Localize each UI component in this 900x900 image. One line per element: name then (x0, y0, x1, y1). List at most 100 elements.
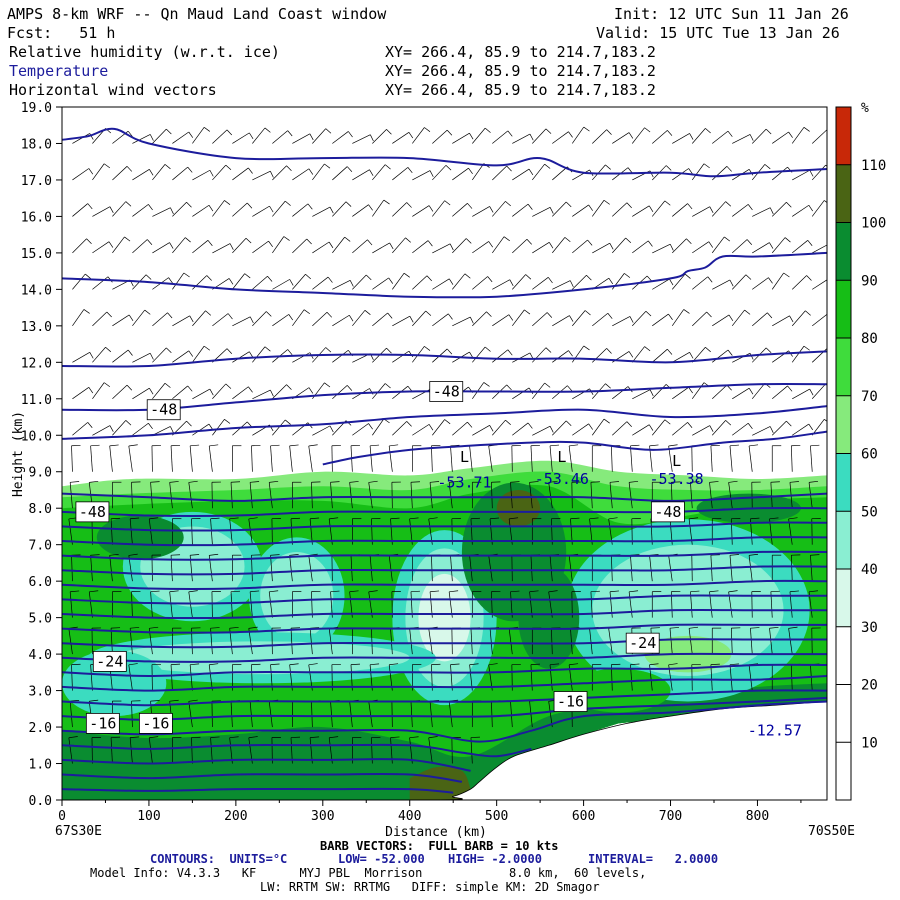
wind-barb (252, 240, 273, 254)
y-axis-label: Height (km) (11, 411, 26, 497)
wind-barb-flag (169, 242, 174, 249)
wind-barb-flag (89, 590, 99, 593)
colorbar-tick-label: 30 (861, 620, 878, 636)
wind-barb (330, 481, 340, 509)
wind-barb (452, 132, 474, 144)
wind-barb (252, 311, 272, 327)
wind-barb-flag (786, 202, 792, 208)
wind-barb (688, 626, 699, 655)
wind-barb-flag (103, 382, 111, 388)
wind-barb (811, 383, 827, 400)
wind-barb-staff (270, 445, 273, 472)
wind-barb-staff (630, 445, 633, 472)
wind-barb-staff (672, 238, 687, 254)
y-tick-label: 19.0 (21, 101, 52, 116)
wind-barb-flag (209, 170, 214, 177)
wind-barb-staff (532, 277, 549, 290)
wind-barb (412, 170, 434, 181)
wind-barb-staff (612, 316, 631, 327)
wind-barb (552, 350, 573, 363)
wind-barb (109, 444, 119, 472)
wind-barb (732, 422, 753, 436)
wind-barb-staff (392, 272, 405, 290)
wind-barb-flag (783, 272, 790, 278)
wind-barb-flag (648, 205, 654, 212)
wind-barb-staff (492, 130, 509, 144)
wind-barb-flag (544, 382, 551, 388)
wind-barb (252, 389, 274, 400)
wind-barb-flag (789, 481, 799, 483)
wind-barb-staff (192, 275, 208, 290)
wind-barb (690, 481, 700, 509)
wind-barb (692, 241, 714, 254)
wind-barb (289, 554, 299, 582)
wind-barb-staff (292, 352, 311, 363)
wind-barb-flag (229, 243, 234, 250)
wind-barb-flag (210, 736, 220, 738)
wind-barb-flag (449, 480, 459, 483)
wind-barb-staff (790, 445, 793, 472)
wind-barb-flag (645, 310, 652, 317)
wind-barb-staff (392, 237, 406, 254)
wind-barb (132, 422, 153, 436)
wind-barb-staff (512, 387, 530, 400)
wind-barb (172, 385, 193, 400)
colorbar-unit: % (861, 101, 869, 116)
wind-barb-staff (412, 127, 425, 144)
wind-barb-staff (792, 204, 810, 217)
wind-barb (752, 277, 773, 290)
wind-barb-staff (92, 346, 106, 363)
wind-barb-staff (709, 482, 713, 509)
colorbar-tick-label: 60 (861, 447, 878, 463)
wind-barb-flag (569, 280, 574, 288)
wind-barb-staff (712, 130, 729, 144)
wind-barb-staff (312, 276, 329, 290)
wind-barb-staff (392, 315, 411, 327)
wind-barb (711, 627, 722, 655)
wind-barb (68, 736, 78, 764)
wind-barb-staff (791, 345, 805, 363)
contour-label-box (553, 691, 588, 712)
wind-barb (192, 310, 212, 327)
wind-barb-flag (364, 310, 371, 315)
wind-barb-flag (769, 426, 774, 433)
contour-label-text: -12.57 (748, 722, 802, 740)
wind-barb-staff (252, 240, 269, 254)
wind-barb (212, 129, 233, 144)
wind-barb (232, 202, 253, 217)
wind-barb (671, 273, 691, 290)
wind-barb-flag (268, 240, 273, 248)
wind-barb-staff (371, 628, 373, 655)
wind-barb-staff (469, 445, 473, 472)
colorbar-tick-label: 100 (861, 216, 886, 232)
wind-barb-staff (109, 555, 113, 582)
wind-barb (72, 387, 94, 400)
wind-barb-flag (606, 348, 612, 354)
wind-barb-staff (529, 482, 533, 509)
wind-barb-staff (172, 237, 186, 254)
wind-barb-staff (512, 274, 526, 290)
wind-barb (630, 444, 640, 472)
wind-barb-staff (630, 555, 633, 582)
wind-barb-flag (70, 590, 80, 593)
wind-barb (232, 386, 253, 400)
wind-barb (472, 127, 491, 144)
wind-barb-flag (446, 348, 453, 355)
contour-label-text: -53.46 (535, 470, 589, 488)
wind-barb (452, 167, 473, 181)
wind-barb (812, 279, 827, 290)
wind-barb-flag (390, 517, 400, 520)
wind-barb-staff (150, 591, 153, 618)
wind-barb (652, 348, 673, 363)
wind-barb-staff (652, 130, 668, 144)
wind-barb (412, 424, 434, 436)
wind-barb (410, 481, 420, 509)
isotherm (62, 609, 827, 620)
wind-barb-flag (286, 384, 292, 390)
wind-barb-flag (128, 444, 138, 447)
wind-barb-staff (692, 425, 710, 436)
wind-barb-staff (530, 445, 533, 472)
wind-barb-staff (208, 664, 213, 691)
wind-barb (251, 445, 261, 472)
wind-barb-staff (132, 239, 148, 254)
